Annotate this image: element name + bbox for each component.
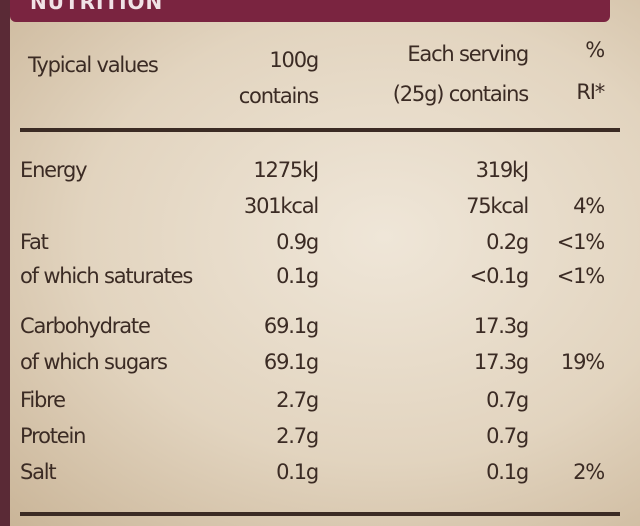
column-header: Each serving <box>407 42 529 66</box>
nutrient-value: 0.1g <box>486 460 529 484</box>
header-band <box>10 0 610 22</box>
column-header: % <box>585 38 605 62</box>
nutrient-value: 0.9g <box>276 230 319 254</box>
nutrient-name: of which saturates <box>20 264 193 288</box>
column-header: 100g <box>269 48 319 72</box>
nutrient-value: <1% <box>556 230 606 254</box>
bottom-rule <box>20 512 620 516</box>
nutrient-value: 17.3g <box>473 350 529 374</box>
nutrient-value: 0.1g <box>276 264 319 288</box>
nutrient-name: Fibre <box>20 388 66 412</box>
nutrient-value: 2.7g <box>276 388 319 412</box>
column-header: RI* <box>576 80 605 104</box>
nutrient-value: 0.7g <box>486 388 529 412</box>
header-rule <box>20 128 620 132</box>
nutrient-name: Energy <box>20 158 88 182</box>
nutrient-value: 2% <box>573 460 605 484</box>
column-header: (25g) contains <box>392 82 529 106</box>
nutrient-name: Fat <box>20 230 49 254</box>
column-header: Typical values <box>28 53 159 77</box>
header-title: NUTRITION <box>30 0 164 14</box>
nutrient-value: 75kcal <box>466 194 529 218</box>
nutrient-value: 19% <box>560 350 605 374</box>
nutrient-value: 319kJ <box>475 158 530 182</box>
nutrient-value: <0.1g <box>469 264 530 288</box>
column-header: contains <box>238 84 320 108</box>
nutrient-value: 4% <box>573 194 605 218</box>
nutrient-name: Protein <box>20 424 86 448</box>
nutrient-name: of which sugars <box>20 350 168 374</box>
nutrient-value: 0.2g <box>486 230 529 254</box>
nutrient-value: 2.7g <box>276 424 319 448</box>
package-edge <box>0 0 10 526</box>
nutrient-name: Carbohydrate <box>20 314 151 338</box>
nutrient-value: 69.1g <box>263 350 319 374</box>
nutrient-value: 0.1g <box>276 460 319 484</box>
nutrient-value: 0.7g <box>486 424 529 448</box>
nutrient-name: Salt <box>20 460 57 484</box>
nutrient-value: <1% <box>556 264 606 288</box>
nutrient-value: 301kcal <box>243 194 319 218</box>
nutrient-value: 17.3g <box>473 314 529 338</box>
nutrient-value: 1275kJ <box>253 158 319 182</box>
nutrient-value: 69.1g <box>263 314 319 338</box>
